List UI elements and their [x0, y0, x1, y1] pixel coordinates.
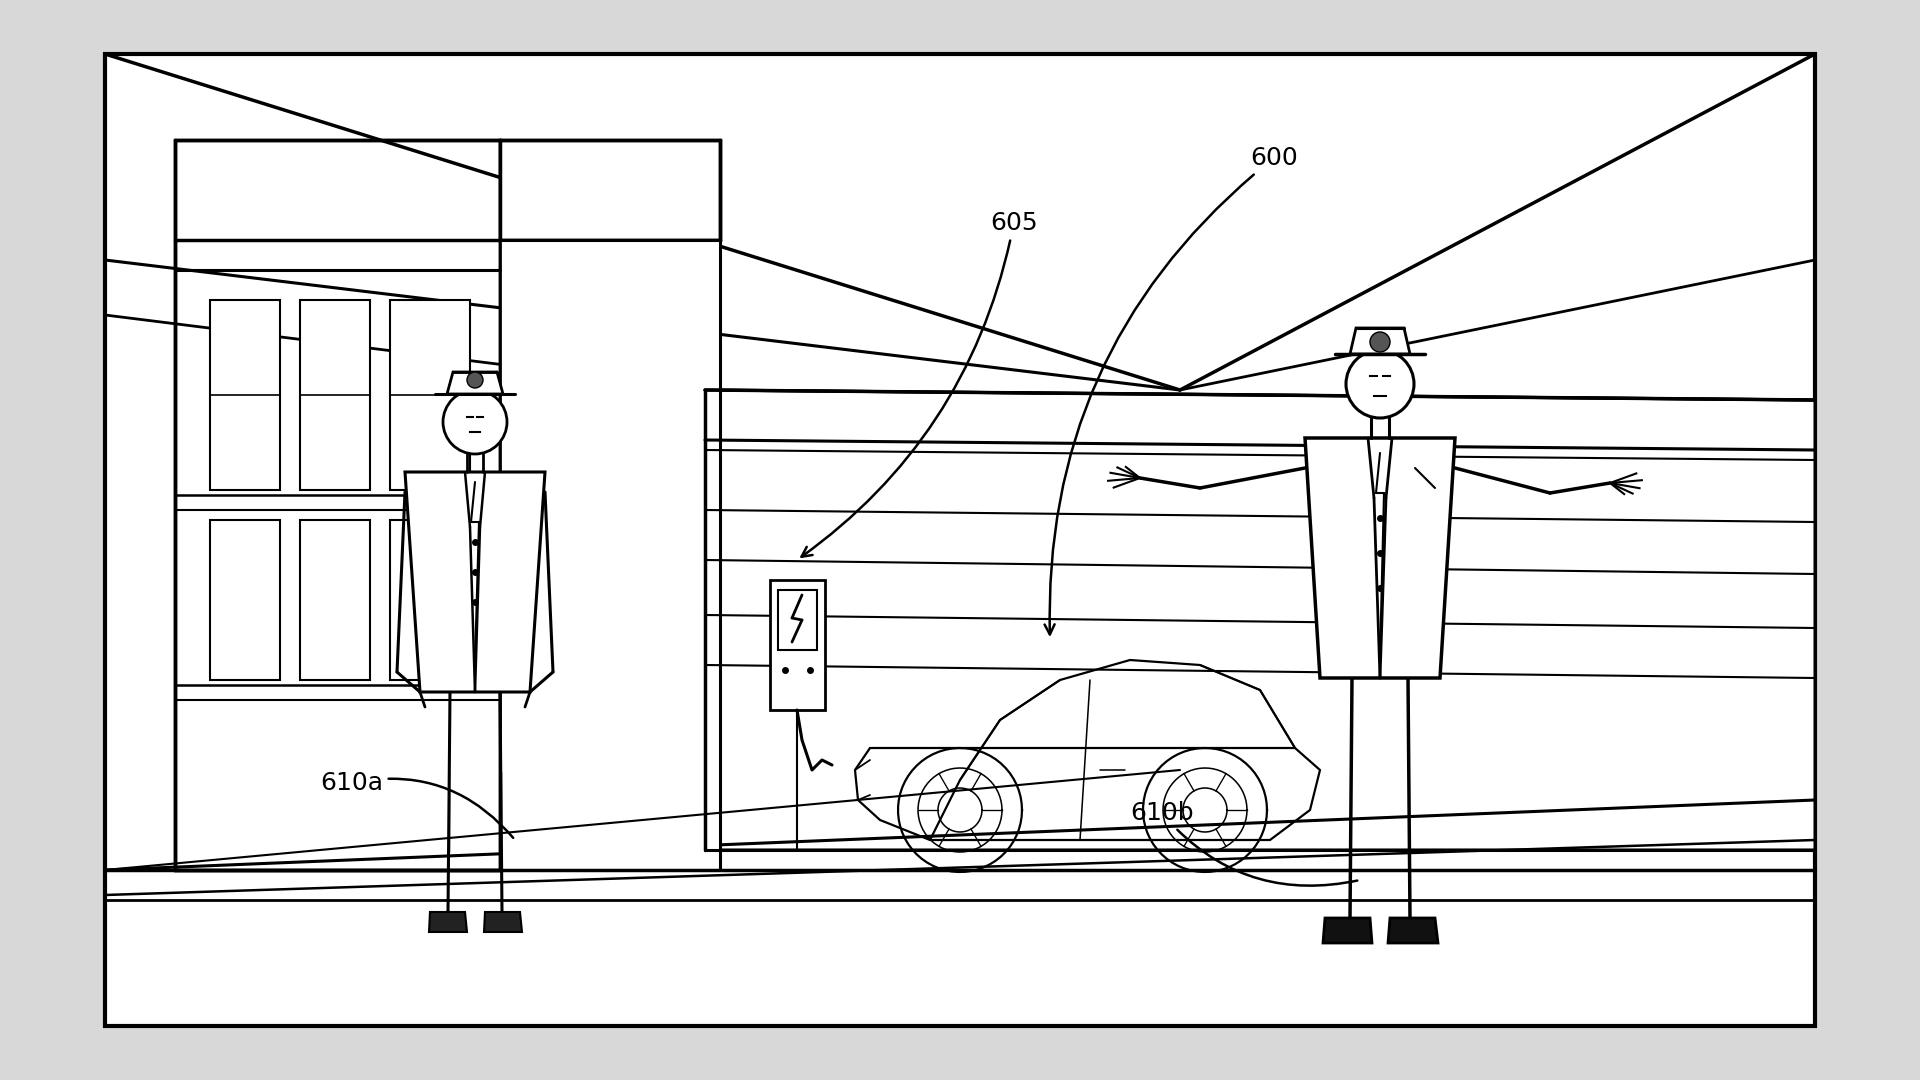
- Polygon shape: [499, 140, 720, 240]
- Polygon shape: [770, 580, 826, 710]
- Polygon shape: [1323, 918, 1373, 943]
- Polygon shape: [499, 240, 720, 870]
- Bar: [106, 54, 1814, 1026]
- Text: 605: 605: [801, 211, 1037, 557]
- Polygon shape: [447, 372, 503, 394]
- Circle shape: [467, 372, 484, 388]
- Polygon shape: [705, 390, 1814, 850]
- Circle shape: [444, 390, 507, 454]
- Polygon shape: [390, 300, 470, 490]
- Polygon shape: [428, 912, 467, 932]
- Polygon shape: [175, 140, 499, 870]
- Text: 610b: 610b: [1131, 801, 1357, 886]
- Circle shape: [1346, 350, 1413, 418]
- Polygon shape: [1350, 328, 1409, 354]
- Polygon shape: [1306, 438, 1455, 678]
- Polygon shape: [209, 300, 280, 490]
- Text: 610a: 610a: [321, 771, 513, 838]
- Circle shape: [1371, 332, 1390, 352]
- Polygon shape: [484, 912, 522, 932]
- Polygon shape: [778, 590, 818, 650]
- Polygon shape: [405, 472, 545, 692]
- Polygon shape: [300, 300, 371, 490]
- Text: 600: 600: [1044, 146, 1298, 634]
- Polygon shape: [390, 519, 470, 680]
- Polygon shape: [209, 519, 280, 680]
- Polygon shape: [1388, 918, 1438, 943]
- Polygon shape: [300, 519, 371, 680]
